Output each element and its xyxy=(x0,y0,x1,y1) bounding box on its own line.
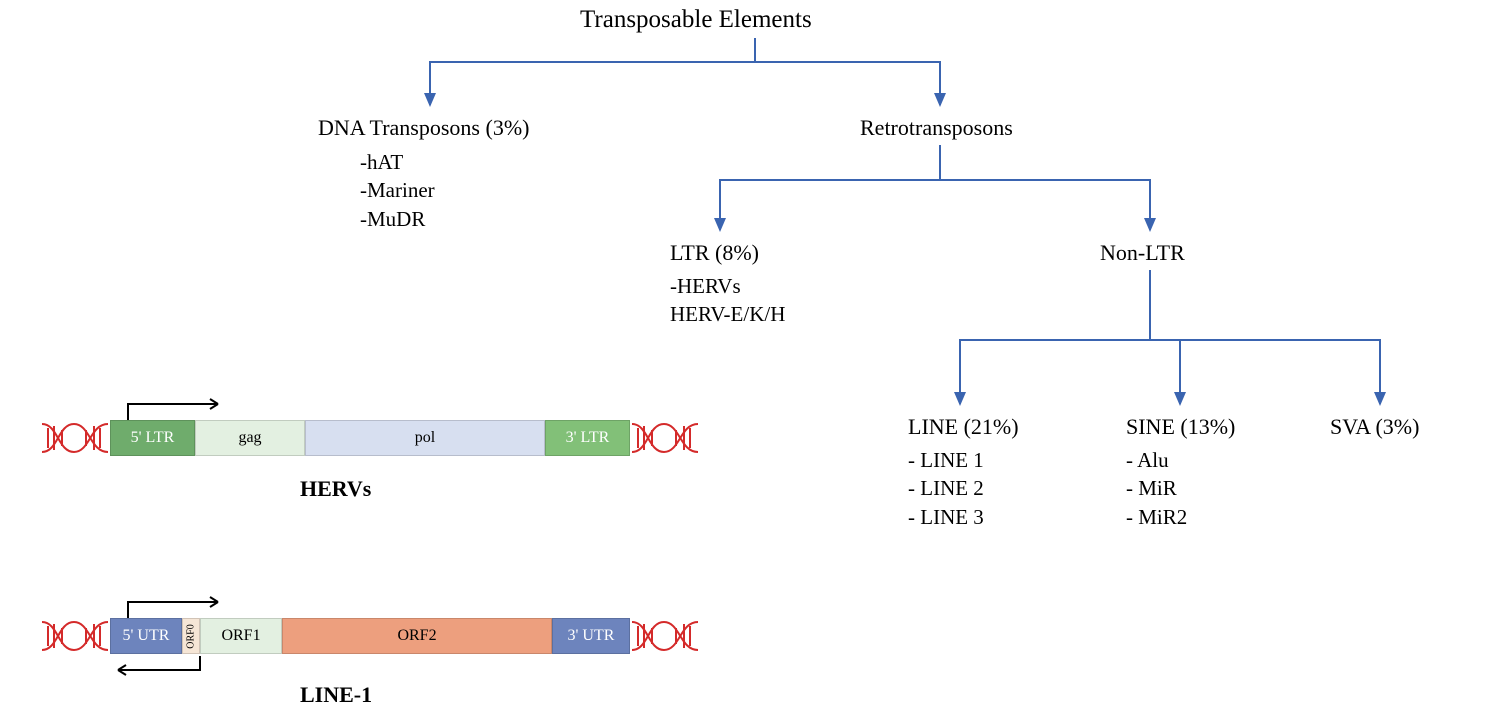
root-label: Transposable Elements xyxy=(580,6,812,34)
list-item: -MuDR xyxy=(360,205,435,233)
list-item: - LINE 1 xyxy=(908,446,984,474)
gene-segment: ORF1 xyxy=(200,618,282,654)
list-item: -hAT xyxy=(360,148,435,176)
hervs-segments: 5' LTRgagpol3' LTR xyxy=(110,420,630,456)
gene-segment: pol xyxy=(305,420,545,456)
sva-label: SVA (3%) xyxy=(1330,414,1419,440)
gene-segment: 3' LTR xyxy=(545,420,630,456)
gene-segment: 3' UTR xyxy=(552,618,630,654)
gene-segment: 5' UTR xyxy=(110,618,182,654)
sine-items: - Alu - MiR - MiR2 xyxy=(1126,446,1187,531)
dna-helix-icon xyxy=(40,420,110,456)
list-item: HERV-E/K/H xyxy=(670,300,785,328)
nonltr-label: Non-LTR xyxy=(1100,240,1185,266)
dna-transposons-label: DNA Transposons (3%) xyxy=(318,115,529,141)
promoter-arrow-reverse-icon xyxy=(110,654,230,678)
list-item: - MiR2 xyxy=(1126,503,1187,531)
list-item: - LINE 2 xyxy=(908,474,984,502)
dna-helix-icon xyxy=(40,618,110,654)
line-items: - LINE 1 - LINE 2 - LINE 3 xyxy=(908,446,984,531)
gene-segment: ORF2 xyxy=(282,618,552,654)
ltr-items: -HERVs HERV-E/K/H xyxy=(670,272,785,329)
line1-diagram: 5' UTRORF0ORF1ORF23' UTR xyxy=(40,618,700,654)
gene-segment: ORF0 xyxy=(182,618,200,654)
sine-label: SINE (13%) xyxy=(1126,414,1235,440)
gene-segment: gag xyxy=(195,420,305,456)
dna-helix-icon xyxy=(630,420,700,456)
promoter-arrow-icon xyxy=(118,596,238,620)
line-label: LINE (21%) xyxy=(908,414,1019,440)
hervs-title: HERVs xyxy=(300,476,371,502)
retrotransposons-label: Retrotransposons xyxy=(860,115,1013,141)
line1-title: LINE-1 xyxy=(300,682,372,708)
dna-transposons-items: -hAT -Mariner -MuDR xyxy=(360,148,435,233)
ltr-label: LTR (8%) xyxy=(670,240,759,266)
list-item: -Mariner xyxy=(360,176,435,204)
list-item: - LINE 3 xyxy=(908,503,984,531)
dna-helix-icon xyxy=(630,618,700,654)
line1-segments: 5' UTRORF0ORF1ORF23' UTR xyxy=(110,618,630,654)
list-item: - MiR xyxy=(1126,474,1187,502)
gene-segment: 5' LTR xyxy=(110,420,195,456)
hervs-diagram: 5' LTRgagpol3' LTR xyxy=(40,420,700,456)
promoter-arrow-icon xyxy=(118,398,238,422)
list-item: -HERVs xyxy=(670,272,785,300)
list-item: - Alu xyxy=(1126,446,1187,474)
diagram-root: Transposable Elements DNA Transposons (3… xyxy=(0,0,1499,728)
